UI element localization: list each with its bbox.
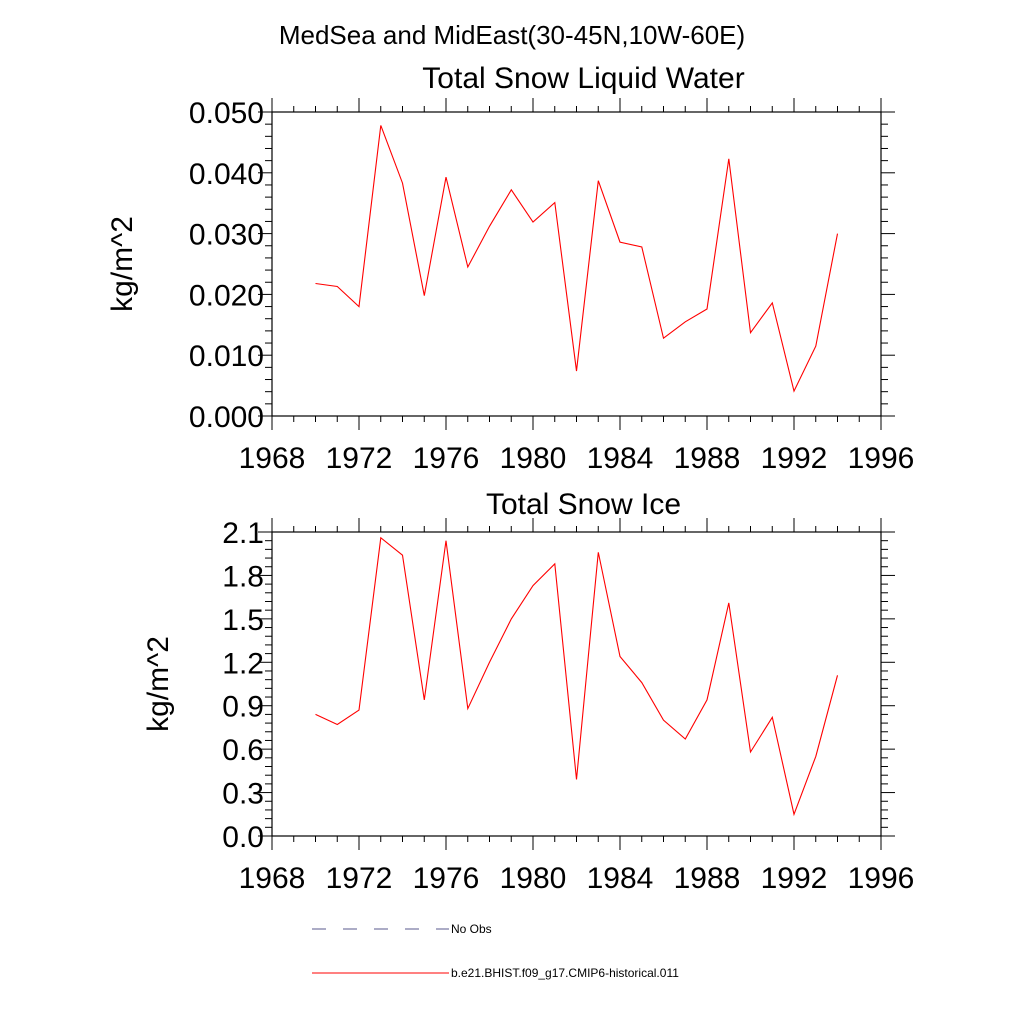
x-tick-label: 1992 [761, 442, 828, 475]
y-tick-label: 0.000 [189, 401, 264, 434]
y-tick-label: 0.0 [222, 821, 264, 854]
chart-title: Total Snow Ice [486, 488, 681, 521]
y-tick-label: 0.030 [189, 219, 264, 252]
y-tick-label: 0.020 [189, 279, 264, 312]
y-tick-label: 1.8 [222, 560, 264, 593]
x-tick-label: 1976 [413, 442, 480, 475]
figure-suptitle: MedSea and MidEast(30-45N,10W-60E) [279, 20, 745, 50]
series-line [315, 536, 839, 817]
x-tick-label: 1968 [239, 442, 306, 475]
legend-label: b.e21.BHIST.f09_g17.CMIP6-historical.011 [451, 966, 679, 980]
x-tick-label: 1992 [761, 862, 828, 895]
x-tick-label: 1972 [326, 862, 393, 895]
x-tick-label: 1988 [674, 442, 741, 475]
x-tick-label: 1996 [848, 862, 915, 895]
y-axis-label: kg/m^2 [106, 216, 139, 312]
legend-label: No Obs [451, 922, 492, 936]
y-tick-label: 0.010 [189, 340, 264, 373]
x-tick-label: 1988 [674, 862, 741, 895]
x-tick-label: 1980 [500, 862, 567, 895]
x-tick-label: 1984 [587, 862, 654, 895]
plot-frame [271, 531, 882, 837]
y-tick-label: 0.9 [222, 691, 264, 724]
y-tick-label: 1.2 [222, 647, 264, 680]
y-tick-label: 0.6 [222, 734, 264, 767]
y-tick-label: 1.5 [222, 604, 264, 637]
x-tick-label: 1976 [413, 862, 480, 895]
x-tick-label: 1968 [239, 862, 306, 895]
series-line [315, 125, 839, 393]
x-tick-label: 1980 [500, 442, 567, 475]
y-tick-label: 0.040 [189, 158, 264, 191]
y-tick-label: 2.1 [222, 517, 264, 550]
y-axis-label: kg/m^2 [142, 636, 175, 732]
chart-title: Total Snow Liquid Water [422, 62, 744, 95]
y-tick-label: 0.050 [189, 97, 264, 130]
x-tick-label: 1984 [587, 442, 654, 475]
x-tick-label: 1972 [326, 442, 393, 475]
x-tick-label: 1996 [848, 442, 915, 475]
y-tick-label: 0.3 [222, 778, 264, 811]
